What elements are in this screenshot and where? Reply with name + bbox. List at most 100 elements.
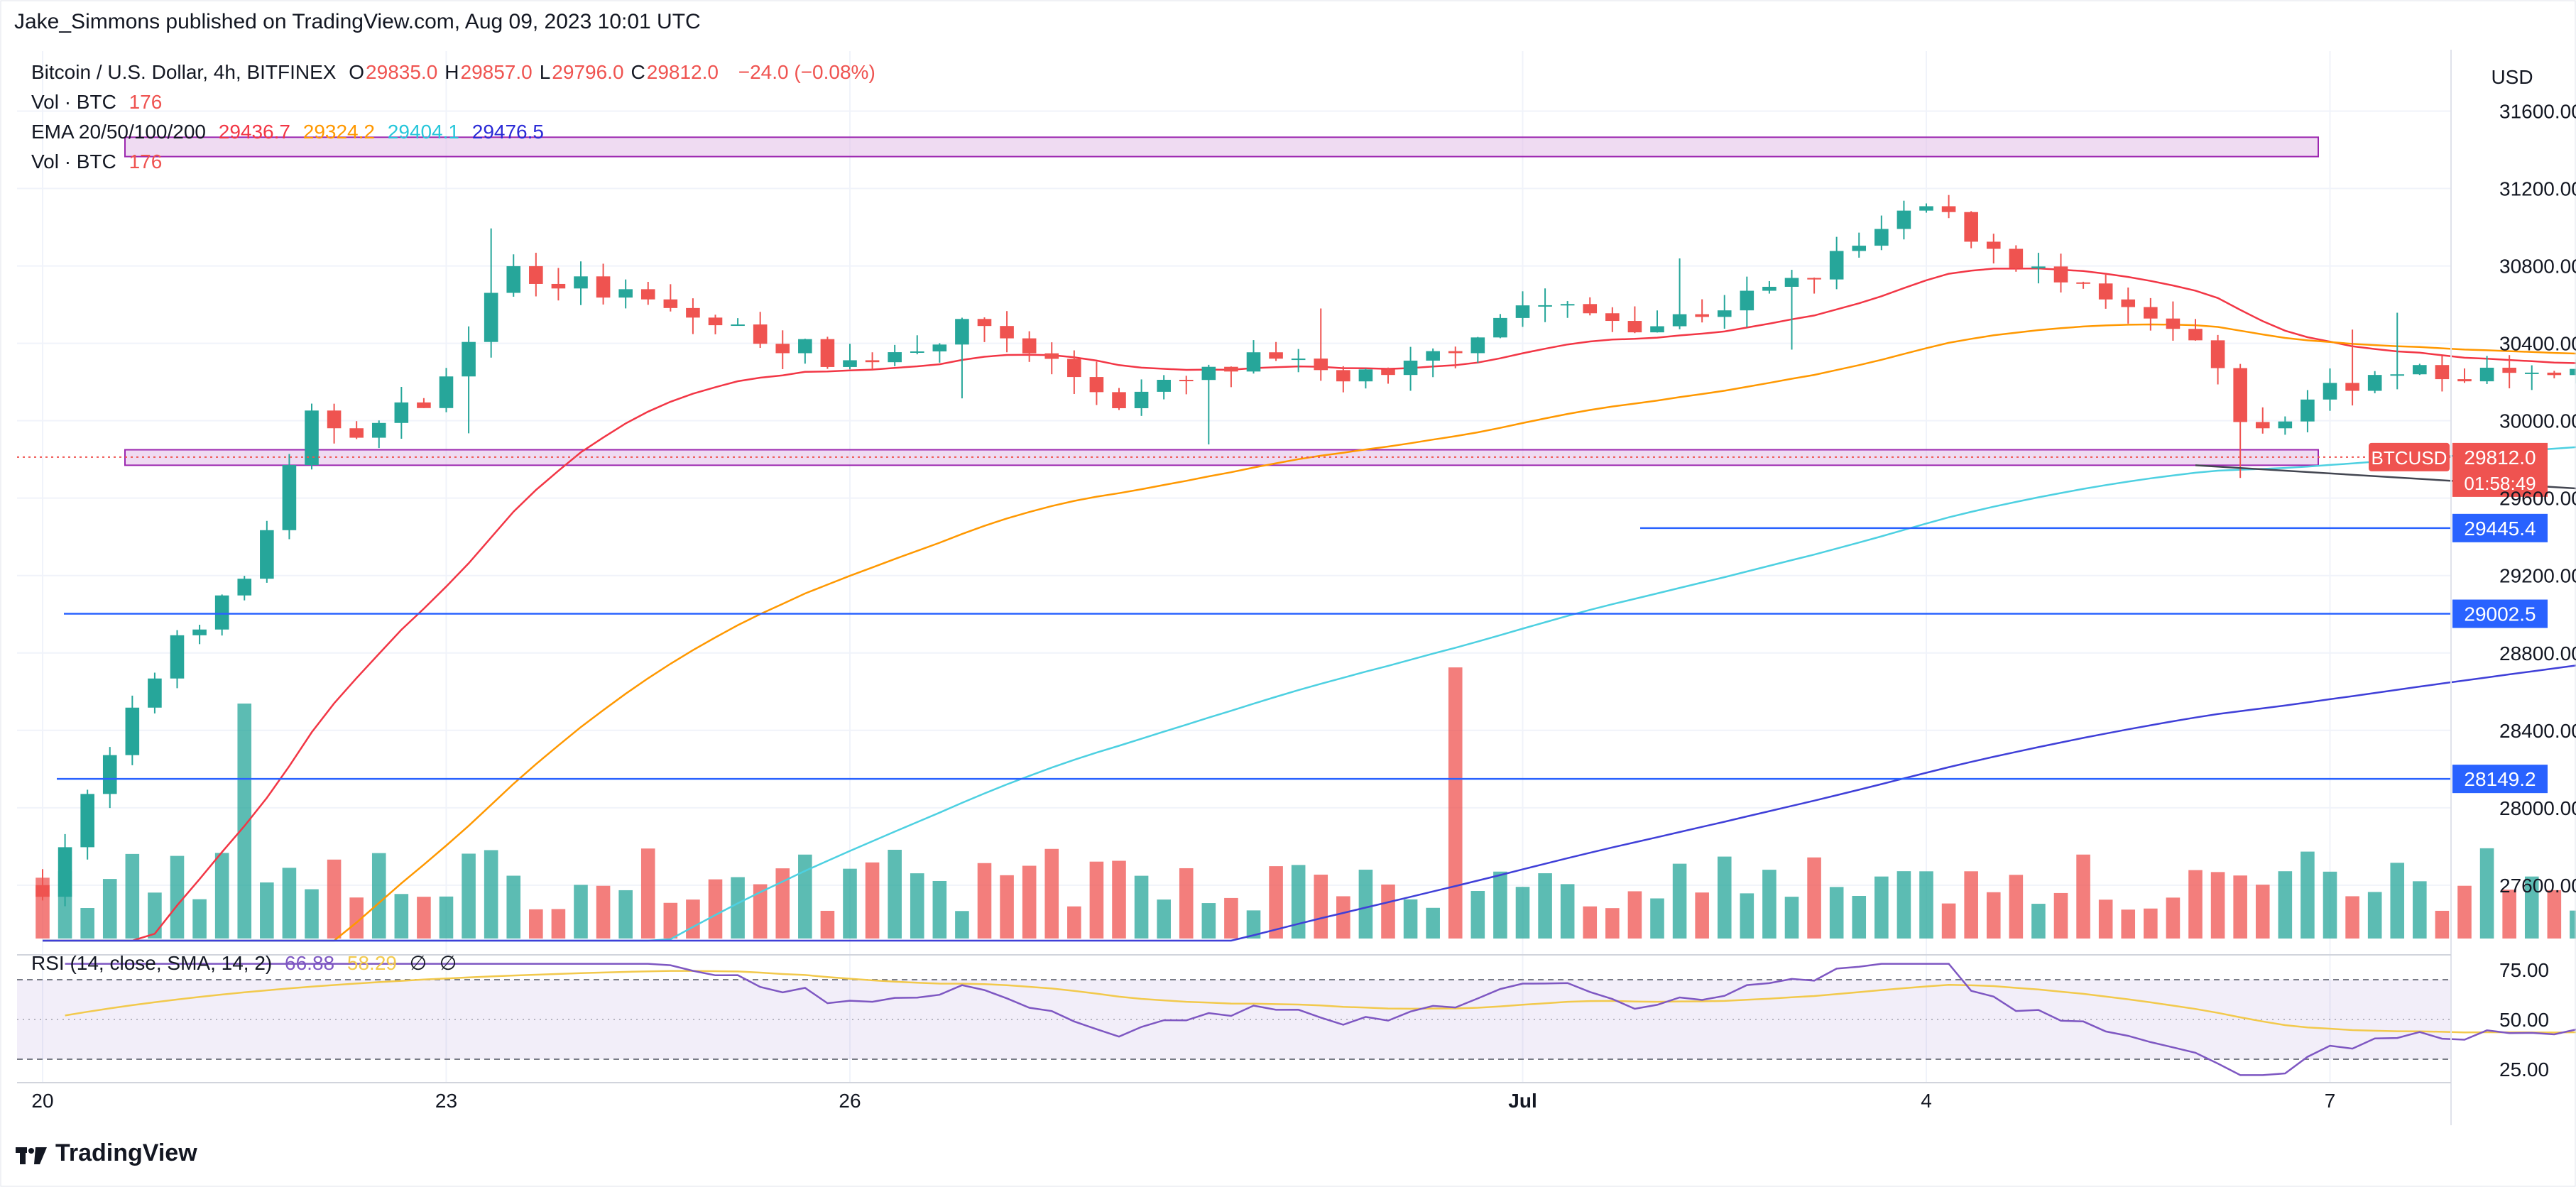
volume-bar xyxy=(1874,876,1889,939)
volume-bar xyxy=(1650,898,1664,939)
symbol-tag-label: BTCUSD xyxy=(2372,447,2447,469)
candle-body xyxy=(1403,360,1418,376)
candle-body xyxy=(2413,365,2427,375)
rsi-sma-line xyxy=(65,970,2576,1034)
candle-body xyxy=(2278,421,2293,429)
volume-bar xyxy=(1784,897,1799,939)
tradingview-brand[interactable]: TradingView xyxy=(16,1139,197,1167)
last-price-label: 29812.0 xyxy=(2464,447,2536,469)
candle-body xyxy=(417,402,431,408)
candle-body xyxy=(1583,304,1598,314)
volume-bar xyxy=(371,853,386,939)
volume-bar xyxy=(2524,876,2539,939)
brand-label: TradingView xyxy=(55,1139,197,1166)
candle-body xyxy=(1269,352,1283,359)
candle-body xyxy=(529,266,543,284)
volume-bar xyxy=(1740,893,1754,939)
candle-body xyxy=(2570,368,2576,376)
rsi-line xyxy=(65,963,2576,1076)
volume2-label: Vol · BTC xyxy=(31,151,116,173)
rsi-legend[interactable]: RSI (14, close, SMA, 14, 2) 66.88 58.29 … xyxy=(31,951,464,975)
candle-body xyxy=(80,794,94,848)
candle-body xyxy=(1336,370,1350,382)
symbol-legend[interactable]: Bitcoin / U.S. Dollar, 4h, BITFINEX O298… xyxy=(31,61,883,84)
candle-body xyxy=(1717,310,1732,317)
volume-bar xyxy=(439,896,454,939)
candle-body xyxy=(1986,241,2001,249)
candle-body xyxy=(394,402,409,423)
candle-body xyxy=(1784,278,1799,287)
volume-bar xyxy=(394,894,409,939)
candle-body xyxy=(1874,229,1889,246)
volume-bar xyxy=(1179,868,1194,939)
candle-body xyxy=(2301,399,2315,422)
volume-bar xyxy=(1919,871,1933,939)
volume-legend[interactable]: Vol · BTC 176 xyxy=(31,91,169,114)
ohlc-value-l: 29796.0 xyxy=(552,61,624,83)
volume-bar xyxy=(1852,895,1867,939)
currency-label[interactable]: USD xyxy=(2491,66,2533,88)
volume-bar xyxy=(1560,884,1575,939)
volume-bar xyxy=(1672,863,1687,939)
volume-bar xyxy=(1515,887,1530,939)
rsi-tick-label: 25.00 xyxy=(2499,1059,2549,1081)
volume-bar xyxy=(237,704,252,939)
ema20-line xyxy=(43,267,2576,942)
candles xyxy=(36,195,2576,907)
volume-bar xyxy=(1493,871,1507,939)
candle-body xyxy=(1493,317,1507,338)
zone-0[interactable] xyxy=(124,136,2319,158)
candle-body xyxy=(1762,286,1777,291)
volume-bar xyxy=(2547,890,2562,939)
candle-body xyxy=(2053,266,2068,283)
volume-bar xyxy=(2255,885,2270,939)
symbol-tag[interactable] xyxy=(2369,442,2450,471)
level-tag[interactable] xyxy=(2452,513,2548,542)
candle-body xyxy=(102,755,117,794)
ema-legend[interactable]: EMA 20/50/100/200 29436.7 29324.2 29404.… xyxy=(31,121,551,143)
volume-bar xyxy=(192,899,207,939)
candle-body xyxy=(2031,266,2046,268)
volume-bar xyxy=(506,875,521,939)
level-tag[interactable] xyxy=(2452,599,2548,628)
candle-body xyxy=(551,283,566,289)
volume-legend-2[interactable]: Vol · BTC 176 xyxy=(31,151,169,173)
volume-bar xyxy=(1829,887,1844,939)
volume-bar xyxy=(2188,870,2203,939)
candle-body xyxy=(1650,326,1664,333)
candle-body xyxy=(1560,304,1575,306)
settings-icon[interactable]: ∅ xyxy=(439,952,457,974)
horizontal-levels[interactable]: 29445.4 29002.5 28149.2 BTCUSD 29812.0 01:58:… xyxy=(17,442,2548,794)
candle-body xyxy=(237,579,252,596)
y-tick-label: 27600.00 xyxy=(2499,875,2576,897)
x-tick-label: 7 xyxy=(2325,1090,2336,1112)
volume-bar xyxy=(462,853,476,939)
candle-body xyxy=(798,339,812,354)
candle-body xyxy=(192,629,207,635)
candle-body xyxy=(775,344,790,354)
candle-body xyxy=(663,299,678,308)
volume-bar xyxy=(1314,875,1328,939)
volume-bar xyxy=(753,884,768,939)
level-tag[interactable] xyxy=(2452,765,2548,794)
volume-bar xyxy=(932,880,947,939)
visibility-icon[interactable]: ∅ xyxy=(409,952,427,974)
volume-bar xyxy=(1044,848,1059,939)
tradingview-logo-icon xyxy=(16,1144,47,1164)
volume-bar xyxy=(1157,899,1171,939)
volume-bar xyxy=(170,855,185,939)
volume-bar xyxy=(125,853,140,939)
candle-body xyxy=(1314,359,1328,371)
volume-bar xyxy=(80,908,94,939)
candle-body xyxy=(2479,367,2494,382)
candle-body xyxy=(1448,351,1463,354)
last-price-tag[interactable] xyxy=(2452,442,2548,497)
candle-body xyxy=(439,376,454,408)
candle-body xyxy=(1964,212,1978,242)
volume-bar xyxy=(1448,667,1463,939)
volume-bar xyxy=(2390,863,2405,939)
volume-bar xyxy=(775,868,790,939)
volume-bar xyxy=(1896,871,1911,939)
resistance-zones xyxy=(124,136,2319,466)
